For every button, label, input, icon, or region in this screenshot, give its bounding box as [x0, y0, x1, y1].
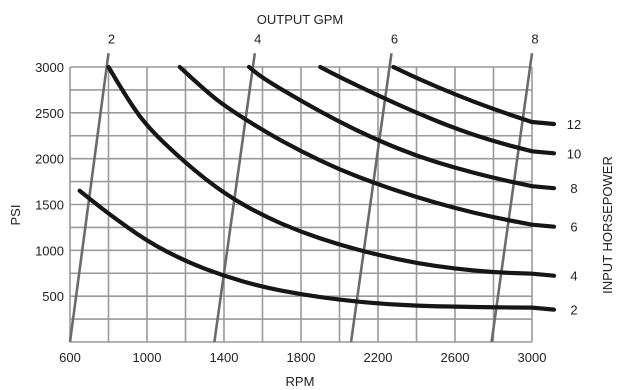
x-tick-label: 600 [59, 350, 81, 365]
hp-curve-8 [246, 64, 557, 191]
gpm-labels: 2 4 6 8 [108, 31, 539, 46]
hp-curve-2 [77, 188, 557, 312]
y-tick-label: 2000 [35, 152, 64, 167]
x-tick-label: 1000 [133, 350, 162, 365]
y-tick-labels: 500 1000 1500 2000 2500 3000 [35, 60, 64, 304]
x-tick-label: 2200 [364, 350, 393, 365]
y-tick-label: 1000 [35, 243, 64, 258]
top-axis-title: OUTPUT GPM [257, 12, 343, 27]
hp-label-4: 4 [570, 269, 577, 284]
x-tick-label: 2600 [441, 350, 470, 365]
hp-label-8: 8 [570, 181, 577, 196]
hp-curve-12 [391, 64, 557, 127]
horsepower-curves [77, 64, 557, 312]
horsepower-labels: 2 4 6 8 10 12 [567, 117, 581, 318]
y-tick-label: 3000 [35, 60, 64, 75]
y-axis-title: PSI [8, 205, 23, 226]
y-tick-label: 2500 [35, 106, 64, 121]
right-axis-title: INPUT HORSEPOWER [600, 156, 615, 294]
hp-curve-6 [177, 64, 557, 229]
gpm-label-8: 8 [531, 31, 538, 46]
hp-curve-10 [318, 64, 557, 156]
hp-label-12: 12 [567, 117, 581, 132]
hp-label-10: 10 [567, 146, 581, 161]
y-tick-label: 1500 [35, 198, 64, 213]
x-tick-label: 1800 [287, 350, 316, 365]
gpm-line-8 [490, 53, 534, 343]
y-tick-label: 500 [42, 289, 64, 304]
x-tick-label: 1400 [210, 350, 239, 365]
hp-curve-4 [106, 64, 557, 278]
x-axis-title: RPM [286, 374, 315, 389]
hp-label-6: 6 [570, 220, 577, 235]
gpm-label-4: 4 [254, 31, 261, 46]
grid [69, 66, 533, 343]
hp-label-2: 2 [570, 303, 577, 318]
gpm-label-6: 6 [391, 31, 398, 46]
gpm-line-6 [349, 53, 393, 343]
x-tick-label: 3000 [518, 350, 547, 365]
x-tick-labels: 600 1000 1400 1800 2200 2600 3000 [59, 350, 546, 365]
gpm-label-2: 2 [108, 31, 115, 46]
